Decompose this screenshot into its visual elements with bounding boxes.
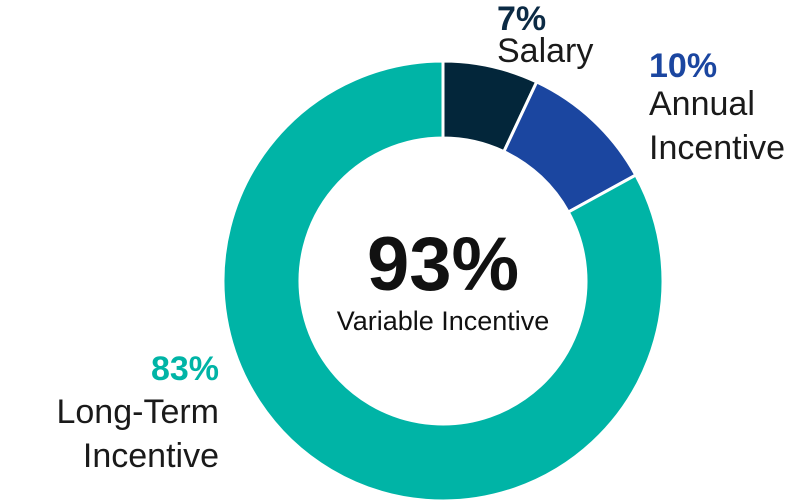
center-value: 93% — [367, 222, 519, 307]
slice-name-label-0-0: Salary — [497, 32, 593, 70]
slice-name-label-2-1: Incentive — [83, 437, 219, 475]
slice-labels: 7%Salary 10%Annual Incentive 83% Long-Term In… — [56, 0, 785, 475]
slice-value-label-2: 83% — [151, 350, 219, 388]
center-label: Variable Incentive — [337, 306, 550, 336]
slice-name-label-1-1: Incentive — [649, 129, 785, 167]
slice-name-label-2-0: Long-Term — [56, 393, 219, 431]
slice-value-label-0: 7% — [497, 0, 546, 38]
donut-slices — [221, 59, 665, 503]
slice-value-label-1: 10% — [649, 47, 717, 85]
slice-name-label-1-0: Annual — [649, 85, 755, 123]
slice-2 — [221, 59, 665, 503]
